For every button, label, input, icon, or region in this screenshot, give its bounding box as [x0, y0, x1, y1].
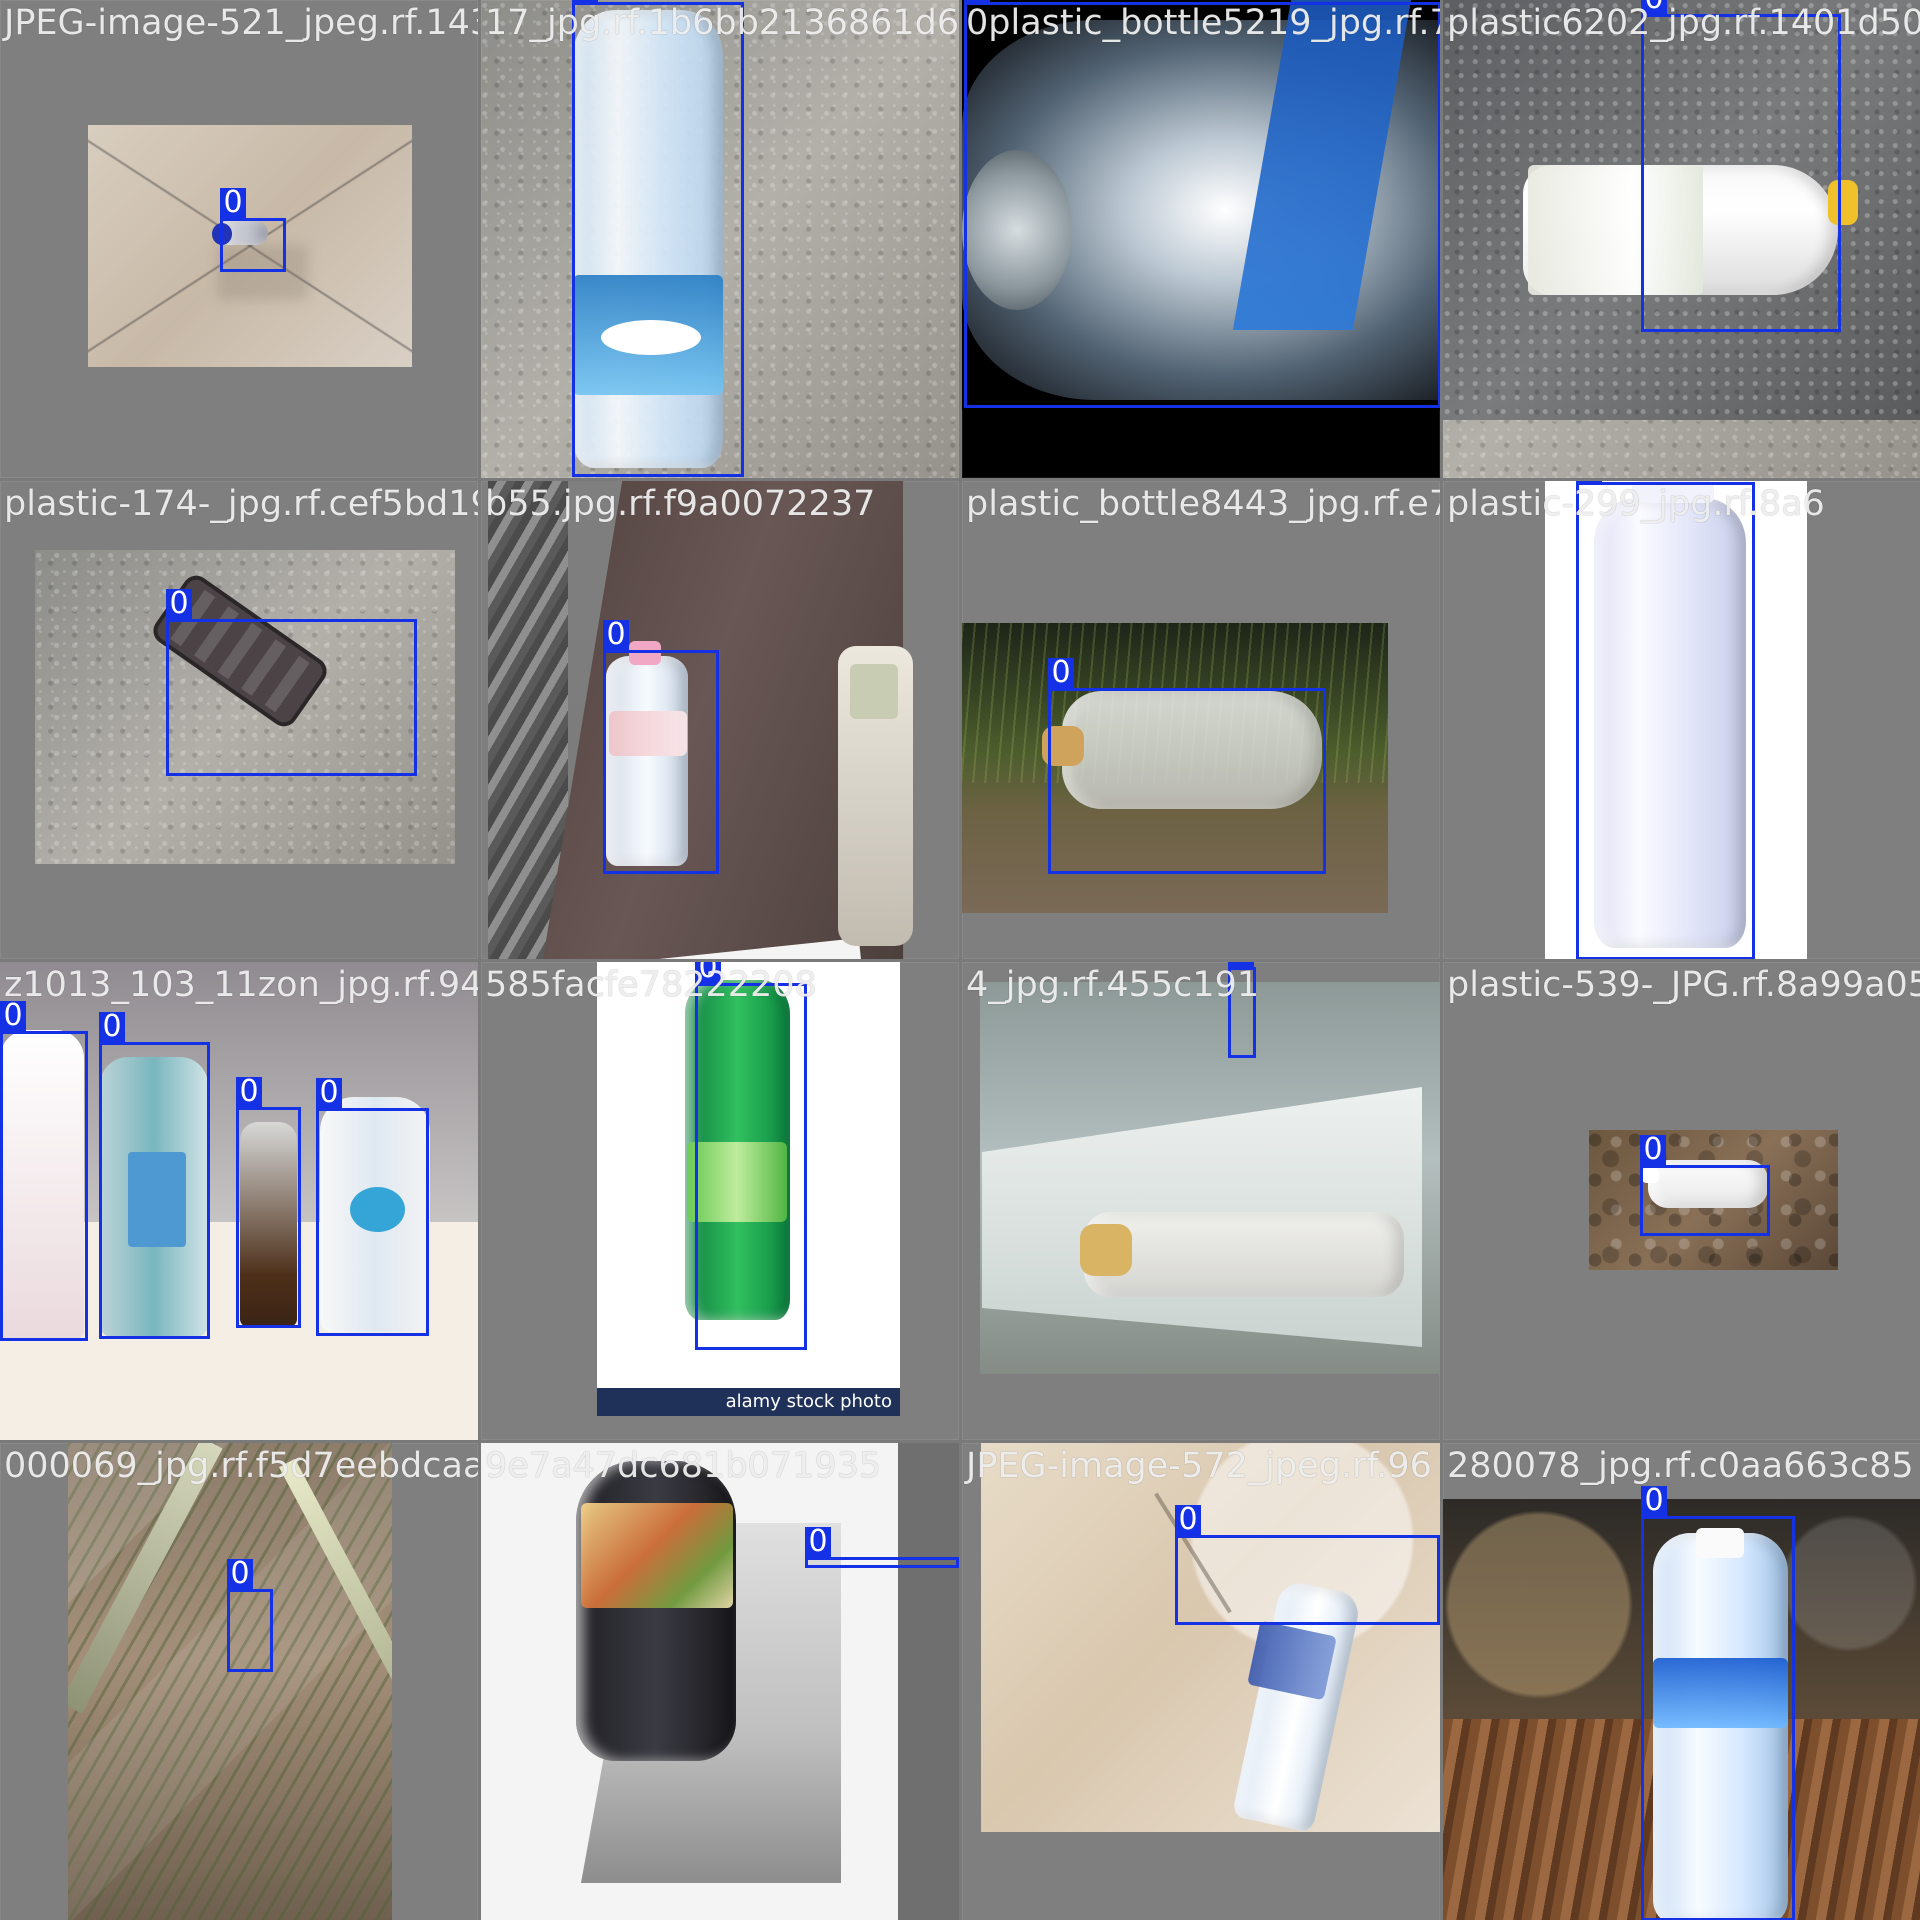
- tile-16: 0 280078_jpg.rf.c0aa663c85: [1443, 1443, 1920, 1920]
- image-filename: JPEG-image-572_jpeg.rf.96: [966, 1446, 1432, 1486]
- tile-photo: [35, 550, 455, 864]
- box-class-label: 0: [220, 188, 246, 218]
- image-filename: z1013_103_11zon_jpg.rf.940: [4, 965, 478, 1005]
- box-class-label: 0: [1641, 1486, 1667, 1516]
- box-class-label: 0: [1048, 658, 1074, 688]
- tile-5: 0 plastic-174-_jpg.rf.cef5bd190: [0, 481, 478, 959]
- bounding-box: 0: [1228, 962, 1256, 1058]
- tile-photo: alamy stock photo: [597, 962, 900, 1416]
- box-class-label: 0: [236, 1077, 262, 1107]
- box-class-label: 0: [805, 1527, 831, 1557]
- bounding-box: 0: [1175, 1505, 1440, 1625]
- box-class-label: 0: [1228, 962, 1254, 967]
- box-class-label: 0: [603, 620, 629, 650]
- bounding-box: 0: [99, 1012, 210, 1339]
- box-class-label: 0: [1576, 481, 1602, 482]
- box-class-label: 0: [695, 962, 721, 983]
- tile-15: 0 JPEG-image-572_jpeg.rf.96: [962, 1443, 1440, 1920]
- image-filename: 585facfe78222208: [485, 965, 817, 1005]
- tile-10: alamy stock photo 0 585facfe78222208: [481, 962, 959, 1440]
- bounding-box: 0: [1641, 0, 1841, 332]
- box-class-label: 0: [316, 1078, 342, 1108]
- box-class-label: 0: [572, 0, 598, 2]
- image-filename: plastic6202_jpg.rf.1401d50: [1447, 3, 1920, 43]
- box-class-label: 0: [227, 1559, 253, 1589]
- tile-6: 0 b55.jpg.rf.f9a0072237: [481, 481, 959, 959]
- box-class-label: 0: [166, 589, 192, 619]
- bounding-box: 0: [603, 620, 719, 874]
- tile-3: 0 0plastic_bottle5219_jpg.rf.7f59: [962, 0, 1440, 478]
- bounding-box: 0: [1576, 481, 1755, 959]
- tile-14: 0 9e7a47dc681b071935: [481, 1443, 959, 1920]
- bounding-box: 0: [1641, 1486, 1795, 1920]
- tile-7: 0 plastic_bottle8443_jpg.rf.e76: [962, 481, 1440, 959]
- bounding-box: 0: [695, 962, 807, 1350]
- bounding-box: 0: [316, 1078, 429, 1336]
- image-filename: plastic_bottle8443_jpg.rf.e76: [966, 484, 1440, 524]
- tile-1: 0 JPEG-image-521_jpeg.rf.143: [0, 0, 478, 478]
- box-class-label: 0: [964, 0, 990, 2]
- tile-13: 0 000069_jpg.rf.f5d7eebdcaab: [0, 1443, 478, 1920]
- image-filename: 280078_jpg.rf.c0aa663c85: [1447, 1446, 1914, 1486]
- bounding-box: 0: [805, 1527, 959, 1568]
- tile-photo: [88, 125, 412, 367]
- bounding-box: 0: [227, 1559, 273, 1672]
- bounding-box: 0: [166, 589, 417, 776]
- box-class-label: 0: [1175, 1505, 1201, 1535]
- bounding-box: 0: [220, 188, 286, 272]
- bounding-box: 0: [1640, 1135, 1770, 1236]
- tile-11: 0 4_jpg.rf.455c191: [962, 962, 1440, 1440]
- tile-8: 0 plastic-299_jpg.rf.8a6: [1443, 481, 1920, 959]
- image-filename: 9e7a47dc681b071935: [485, 1446, 882, 1486]
- tile-9: 0 0 0 0 z1013_103_11zon_jpg.rf.940: [0, 962, 478, 1440]
- image-filename: b55.jpg.rf.f9a0072237: [485, 484, 876, 524]
- tile-2: 0 17_jpg.rf.1b6bb2136861d65: [481, 0, 959, 478]
- image-filename: 4_jpg.rf.455c191: [966, 965, 1260, 1005]
- bounding-box: 0: [1048, 658, 1326, 874]
- image-filename: JPEG-image-521_jpeg.rf.143: [4, 3, 478, 43]
- bounding-box: 0: [0, 1001, 88, 1341]
- image-filename: 000069_jpg.rf.f5d7eebdcaab: [4, 1446, 478, 1486]
- box-class-label: 0: [1640, 1135, 1666, 1165]
- tile-photo: [68, 1443, 392, 1920]
- bounding-box: 0: [964, 0, 1440, 408]
- image-filename: plastic-174-_jpg.rf.cef5bd190: [4, 484, 478, 524]
- tile-4: 0 plastic6202_jpg.rf.1401d50: [1443, 0, 1920, 478]
- image-filename: plastic-539-_JPG.rf.8a99a05: [1447, 965, 1920, 1005]
- image-filename: 0plastic_bottle5219_jpg.rf.7f59: [966, 3, 1440, 43]
- box-class-label: 0: [99, 1012, 125, 1042]
- box-class-label: 0: [0, 1001, 26, 1031]
- stock-watermark: alamy stock photo: [597, 1388, 900, 1416]
- box-class-label: 0: [1641, 0, 1667, 14]
- bounding-box: 0: [572, 0, 744, 477]
- tile-photo: [481, 1443, 898, 1920]
- image-filename: plastic-299_jpg.rf.8a6: [1447, 484, 1825, 524]
- tile-photo: [981, 1443, 1440, 1832]
- bounding-box: 0: [236, 1077, 301, 1328]
- image-filename: 17_jpg.rf.1b6bb2136861d65: [485, 3, 959, 43]
- tile-12: 0 plastic-539-_JPG.rf.8a99a05: [1443, 962, 1920, 1440]
